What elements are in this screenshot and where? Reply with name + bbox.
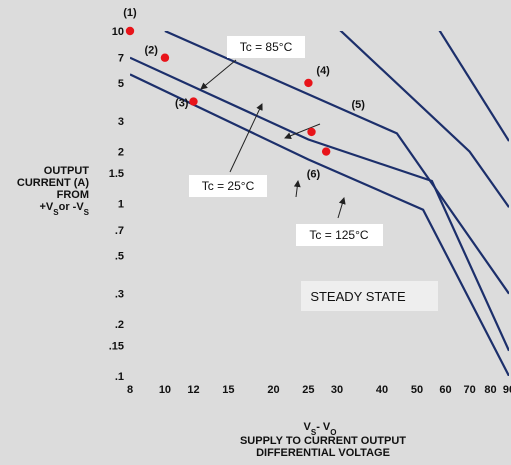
arrow-tc25 [229,103,263,173]
x-tick-label: 30 [331,384,343,396]
y-tick-label: .15 [109,341,124,353]
y-tick-label: 2 [118,147,124,159]
x-tick-label: 20 [267,384,279,396]
marker-label-4: (4) [316,65,330,77]
annotation-box-steady [301,281,438,311]
annotation-box-tc85 [227,36,305,58]
x-tick-label: 50 [411,384,423,396]
annotation-tc25: Tc = 25°C [202,179,255,193]
marker-point-3 [189,97,198,106]
y-tick-label: 3 [118,116,124,128]
y-axis-label-line: FROM [57,189,89,201]
annotation-tc125: Tc = 125°C [309,228,368,242]
marker-point-2 [160,53,170,62]
x-tick-label: 25 [302,384,314,396]
series-line-4 [339,31,509,208]
y-tick-label: 1 [118,199,124,211]
annotation-steady: STEADY STATE [310,289,406,304]
series-line-5 [438,31,509,142]
y-axis-label-line: OUTPUT [44,165,90,177]
y-axis-label-line: +VSor -VS [39,201,89,217]
x-tick-label: 10 [159,384,171,396]
x-tick-label: 8 [127,384,133,396]
marker-point-6 [321,147,331,156]
x-tick-label: 15 [222,384,234,396]
marker-point-1 [125,26,135,36]
x-axis-formula: VS- VO [304,421,337,437]
y-tick-label: .3 [115,289,124,301]
series-line-2 [130,56,509,352]
x-tick-label: 70 [464,384,476,396]
x-tick-label: 90 [503,384,511,396]
marker-point-5 [307,127,316,137]
series-line-3 [164,31,509,295]
x-tick-label: 80 [484,384,496,396]
annotation-box-tc25 [189,175,267,197]
y-tick-label: .1 [115,371,124,383]
x-tick-label: 60 [439,384,451,396]
y-tick-label: .7 [115,225,124,237]
x-axis-label-line: SUPPLY TO CURRENT OUTPUT [240,435,406,447]
marker-label-2: (2) [144,45,158,57]
arrow-tc85 [200,59,237,90]
y-tick-label: 7 [118,53,124,65]
y-tick-label: 5 [118,78,124,90]
marker-point-4 [304,78,313,88]
series-line-1 [130,73,509,376]
y-tick-label: .2 [115,319,124,331]
marker-label-1: (1) [123,7,137,19]
marker-label-6: (6) [307,169,321,181]
arrow-tc125 [337,197,346,219]
arrow-marker-6 [293,180,301,198]
marker-label-3: (3) [175,98,189,110]
x-tick-label: 40 [376,384,388,396]
arrow-marker-5 [284,123,321,140]
x-axis-label-line: DIFFERENTIAL VOLTAGE [256,447,390,459]
y-tick-label: 1.5 [109,168,124,180]
marker-label-5: (5) [352,99,366,111]
y-tick-label: 10 [112,26,124,38]
annotation-tc85: Tc = 85°C [240,40,293,54]
annotation-box-tc125 [296,224,383,246]
y-tick-label: .5 [115,250,124,262]
y-axis-label-line: CURRENT (A) [17,177,89,189]
x-tick-label: 12 [187,384,199,396]
